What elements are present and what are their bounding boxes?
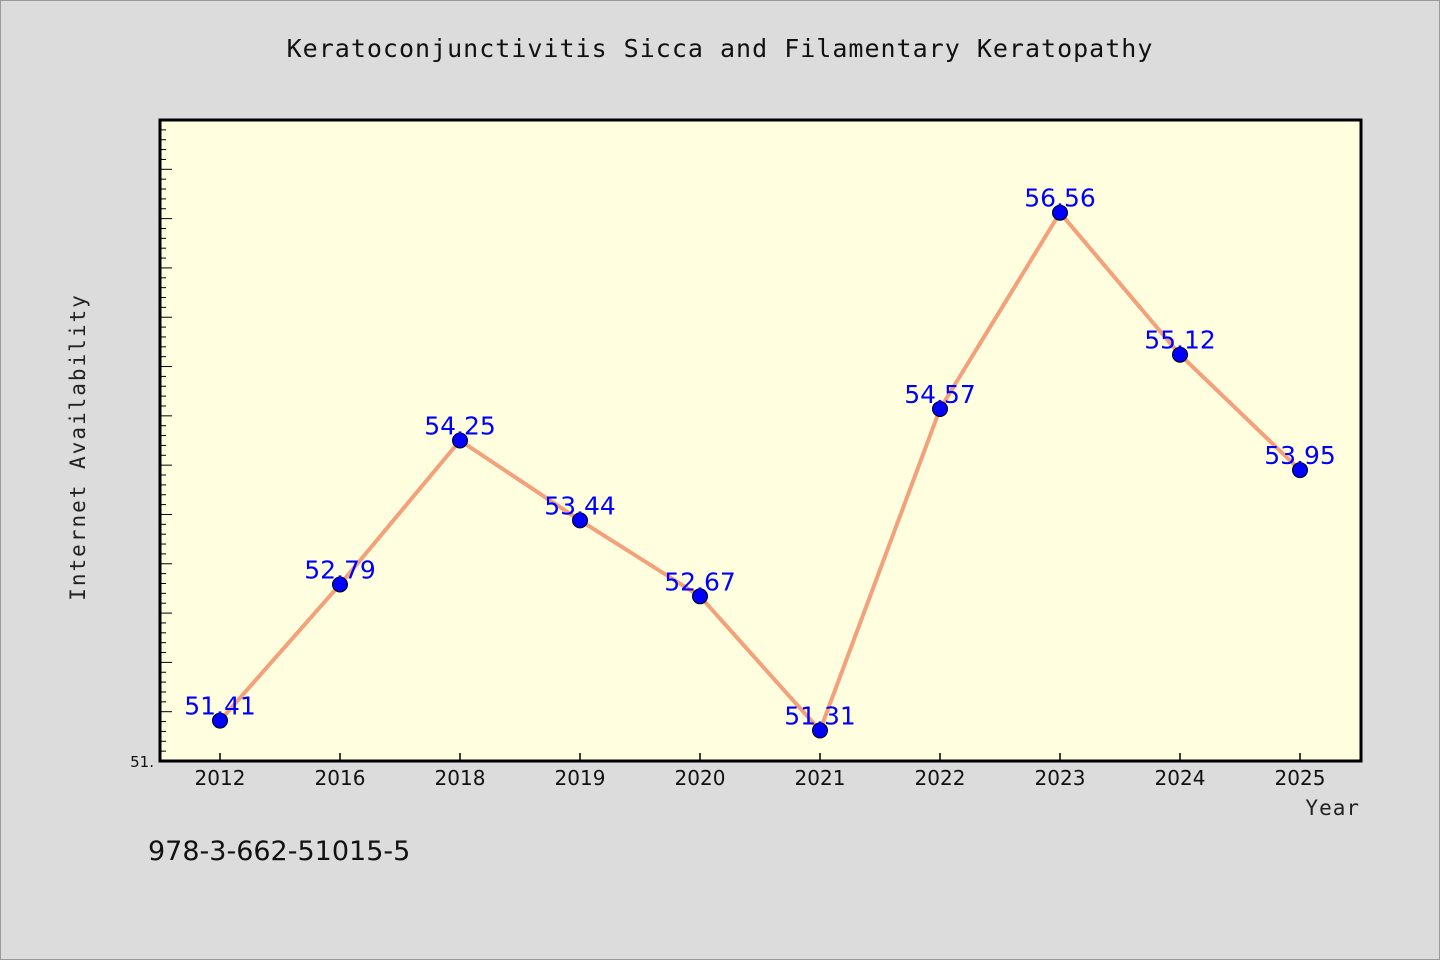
data-label: 52.79 xyxy=(304,555,376,584)
markers-group xyxy=(212,204,1308,739)
data-point xyxy=(212,712,228,729)
plot-area xyxy=(158,118,1363,763)
data-point xyxy=(1052,204,1068,221)
data-point xyxy=(572,512,588,529)
y-axis-ticks: 51. xyxy=(130,119,172,771)
x-tick-label: 2018 xyxy=(435,766,486,790)
data-point xyxy=(932,400,948,417)
isbn-code: 978-3-662-51015-5 xyxy=(148,836,411,867)
x-tick-label: 2019 xyxy=(555,766,606,790)
x-tick-label: 2021 xyxy=(795,766,846,790)
x-axis-label: Year xyxy=(1305,796,1360,820)
series-line xyxy=(218,210,1302,733)
data-label: 53.44 xyxy=(544,491,616,520)
data-label: 55.12 xyxy=(1144,326,1216,355)
x-tick-label: 2024 xyxy=(1155,766,1206,790)
data-point xyxy=(692,588,708,605)
data-point xyxy=(812,722,828,739)
x-tick-label: 2020 xyxy=(675,766,726,790)
x-tick-label: 2025 xyxy=(1275,766,1326,790)
x-axis-ticks: 2012 2016 2018 2019 2020 2021 2022 2023 2024 2025 xyxy=(195,753,1326,790)
x-tick-label: 2016 xyxy=(315,766,366,790)
data-label: 54.57 xyxy=(904,380,976,409)
data-label: 56.56 xyxy=(1024,184,1096,213)
data-labels-group: 51.41 52.79 54.25 53.44 52.67 51.31 54.57 56.56… xyxy=(184,184,1336,731)
data-label: 51.41 xyxy=(184,692,256,721)
data-point xyxy=(332,576,348,593)
data-label: 52.67 xyxy=(664,567,736,596)
data-point xyxy=(1292,462,1308,479)
chart-title: Keratoconjunctivitis Sicca and Filamenta… xyxy=(286,34,1154,63)
data-label: 53.95 xyxy=(1264,441,1336,470)
x-tick-label: 2023 xyxy=(1035,766,1086,790)
x-tick-label: 2022 xyxy=(915,766,966,790)
data-label: 54.25 xyxy=(424,412,496,441)
data-point xyxy=(452,432,468,449)
series-line-group xyxy=(218,210,1302,733)
data-label: 51.31 xyxy=(784,701,856,730)
x-tick-label: 2012 xyxy=(195,766,246,790)
data-point xyxy=(1172,346,1188,363)
y-tick-label: 51. xyxy=(130,753,154,771)
